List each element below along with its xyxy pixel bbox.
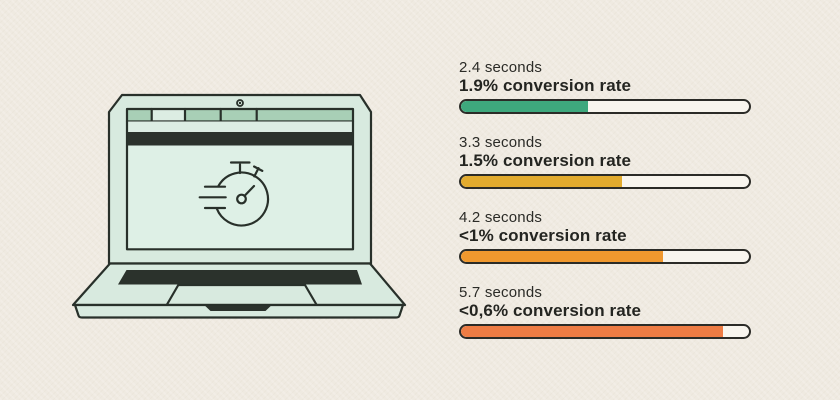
metric-row: 5.7 seconds <0,6% conversion rate (459, 284, 751, 339)
browser-toolbar (127, 132, 353, 146)
progress-bar-fill (461, 176, 623, 187)
progress-bar (459, 249, 751, 264)
conversion-metrics-list: 2.4 seconds 1.9% conversion rate 3.3 sec… (459, 59, 751, 359)
laptop-keyboard (118, 270, 362, 285)
progress-bar (459, 99, 751, 114)
conversion-rate-label: <1% conversion rate (459, 226, 627, 245)
browser-address-bar (127, 121, 353, 132)
load-time-label: 5.7 seconds (459, 284, 543, 301)
conversion-rate-label: 1.9% conversion rate (459, 76, 632, 95)
webcam-icon (236, 99, 244, 107)
progress-bar-fill (461, 326, 724, 337)
load-time-label: 3.3 seconds (459, 134, 543, 151)
progress-bar-fill (461, 251, 663, 262)
load-time-label: 2.4 seconds (459, 59, 543, 76)
stopwatch-icon (198, 161, 270, 227)
laptop-trackpad (165, 283, 318, 307)
progress-bar-fill (461, 101, 588, 112)
progress-bar (459, 324, 751, 339)
laptop-lip-notch (205, 305, 271, 311)
metric-row: 2.4 seconds 1.9% conversion rate (459, 59, 751, 114)
metric-row: 4.2 seconds <1% conversion rate (459, 209, 751, 264)
conversion-rate-label: 1.5% conversion rate (459, 151, 632, 170)
load-time-label: 4.2 seconds (459, 209, 543, 226)
browser-window (125, 107, 355, 251)
laptop-illustration (71, 93, 407, 319)
browser-tab-bar (125, 107, 355, 123)
laptop-front-lip (73, 303, 405, 319)
progress-bar (459, 174, 751, 189)
metric-row: 3.3 seconds 1.5% conversion rate (459, 134, 751, 189)
browser-active-tab (151, 109, 185, 122)
conversion-rate-label: <0,6% conversion rate (459, 301, 642, 320)
